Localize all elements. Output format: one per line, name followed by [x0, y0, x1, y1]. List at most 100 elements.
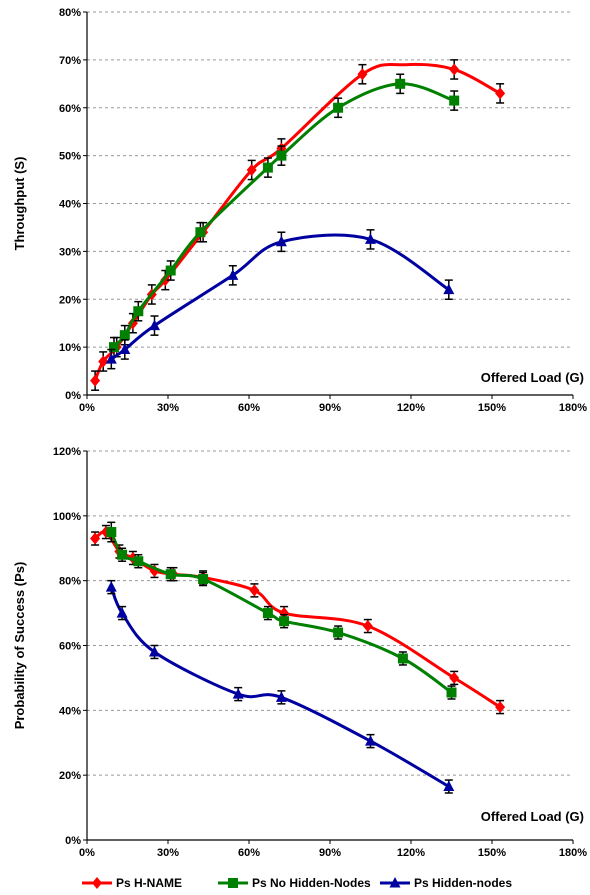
data-point — [275, 691, 287, 702]
probability-chart: 0% 20% 40% 60% 80% 100% 120% 0% 30% 60% 90% 120% 150… — [12, 446, 587, 859]
series-ps-hidden-nodes — [105, 229, 455, 370]
data-point — [133, 556, 144, 567]
y-tick-label: 50% — [59, 151, 81, 163]
series-ps-h-name — [90, 59, 506, 391]
data-point — [109, 342, 119, 353]
series-ps-no-hidden-nodes — [109, 73, 460, 358]
data-point — [119, 343, 131, 355]
y-tick-label: 20% — [59, 294, 81, 306]
y-tick-label: 120% — [53, 446, 81, 458]
x-tick-label: 0% — [79, 402, 95, 414]
x-tick-label: 30% — [157, 847, 179, 859]
data-point — [279, 616, 290, 627]
data-point — [449, 63, 460, 76]
x-tick-label: 180% — [559, 847, 587, 859]
legend-label: Ps No Hidden-Nodes — [252, 876, 371, 890]
data-point — [149, 319, 160, 331]
y-tick-label: 40% — [59, 199, 81, 211]
legend-label: Ps Hidden-nodes — [414, 876, 512, 890]
data-point — [333, 102, 344, 113]
data-point — [443, 780, 455, 792]
data-point — [198, 574, 209, 585]
data-point — [106, 527, 117, 538]
x-tick-label: 90% — [319, 402, 341, 414]
data-point — [449, 671, 460, 684]
data-point — [365, 735, 376, 746]
x-tick-label: 60% — [238, 402, 260, 414]
y-tick-label: 20% — [59, 770, 81, 782]
data-point — [262, 608, 273, 619]
legend: Ps H-NAME Ps No Hidden-Nodes Ps Hidden-nod… — [82, 876, 512, 890]
throughput-chart: 0% 10% 20% 30% 40% 50% 60% 70% 80% 0% 30% 60% 90% 120… — [12, 7, 587, 414]
data-point — [275, 235, 287, 247]
legend-item: Ps H-NAME — [82, 876, 182, 890]
x-tick-label: 30% — [157, 402, 179, 414]
y-axis-title: Throughput (S) — [12, 157, 27, 251]
data-point — [195, 227, 206, 238]
legend-label: Ps H-NAME — [116, 876, 182, 890]
data-point — [495, 87, 506, 100]
data-point — [160, 274, 171, 287]
x-tick-label: 180% — [559, 402, 587, 414]
data-point — [276, 150, 287, 161]
legend-swatch-marker — [228, 878, 238, 888]
data-point — [105, 353, 117, 364]
y-axis-title: Probability of Success (Ps) — [12, 562, 27, 730]
y-tick-label: 0% — [65, 390, 81, 402]
data-point — [449, 95, 460, 106]
series-ps-no-hidden-nodes — [106, 521, 457, 700]
legend-swatch-marker — [92, 877, 102, 889]
x-tick-label: 150% — [478, 402, 506, 414]
y-tick-label: 80% — [59, 576, 81, 588]
y-tick-label: 0% — [65, 835, 81, 847]
data-point — [246, 163, 257, 176]
data-point — [365, 233, 376, 244]
data-point — [119, 330, 130, 341]
data-point — [133, 306, 144, 317]
data-point — [232, 688, 244, 699]
x-tick-label: 0% — [79, 847, 95, 859]
data-point — [262, 162, 273, 173]
data-point — [357, 68, 368, 81]
data-point — [227, 269, 239, 280]
data-point — [446, 687, 457, 698]
y-tick-label: 60% — [59, 641, 81, 653]
data-point — [443, 283, 455, 295]
y-tick-label: 80% — [59, 7, 81, 19]
series-line — [93, 62, 501, 382]
data-point — [116, 607, 128, 618]
legend-item: Ps Hidden-nodes — [380, 876, 512, 890]
data-point — [395, 78, 406, 89]
data-point — [165, 569, 176, 580]
data-point — [279, 607, 290, 620]
series-ps-hidden-nodes — [105, 579, 455, 794]
data-point — [397, 653, 408, 664]
data-point — [90, 374, 101, 387]
x-tick-label: 150% — [478, 847, 506, 859]
x-tick-label: 90% — [319, 847, 341, 859]
data-point — [90, 532, 101, 545]
series-line — [94, 530, 501, 709]
data-point — [149, 645, 160, 657]
data-point — [249, 584, 260, 597]
data-point — [165, 265, 176, 276]
data-point — [98, 355, 109, 368]
data-point — [362, 620, 373, 633]
x-tick-label: 60% — [238, 847, 260, 859]
y-tick-label: 100% — [53, 511, 81, 523]
x-axis-title: Offered Load (G) — [481, 370, 584, 385]
y-tick-label: 70% — [59, 55, 81, 67]
x-axis-title: Offered Load (G) — [481, 809, 584, 824]
x-tick-label: 120% — [397, 847, 425, 859]
legend-item: Ps No Hidden-Nodes — [218, 876, 371, 890]
series-line — [109, 531, 453, 694]
y-tick-label: 10% — [59, 342, 81, 354]
y-tick-label: 40% — [59, 705, 81, 717]
series-line — [110, 233, 450, 361]
x-tick-label: 120% — [397, 402, 425, 414]
data-point — [117, 549, 128, 560]
y-tick-label: 60% — [59, 103, 81, 115]
y-tick-label: 30% — [59, 246, 81, 258]
data-point — [105, 581, 117, 592]
